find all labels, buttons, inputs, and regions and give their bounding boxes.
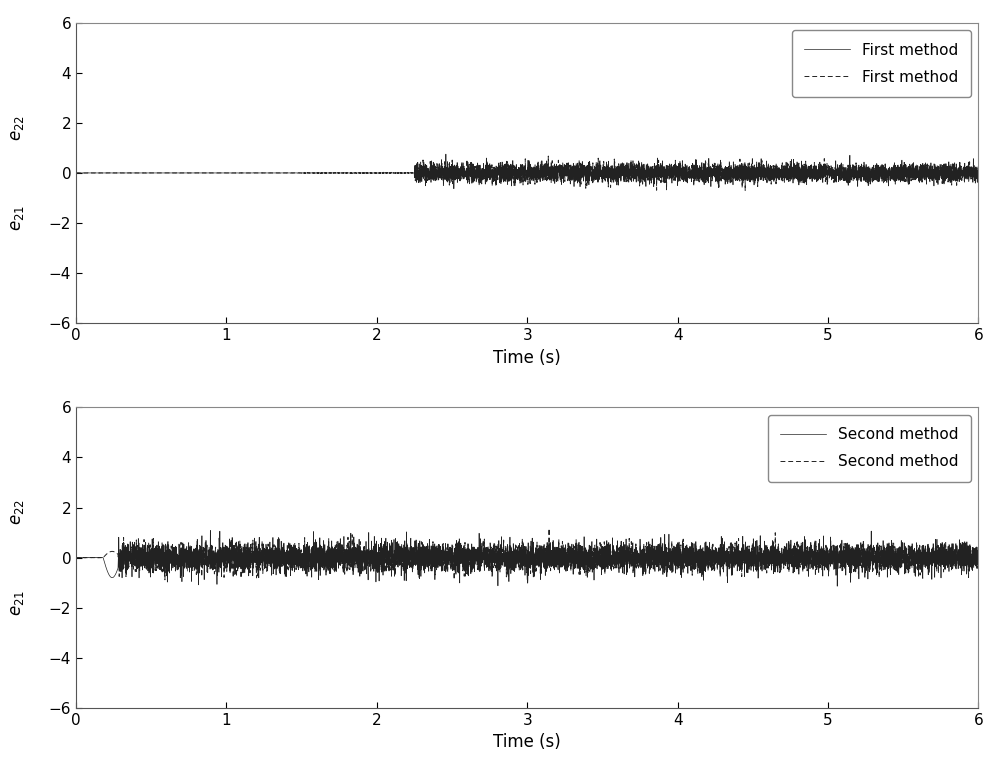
- First method: [960, 166, 972, 175]
- Text: $e_{21}$: $e_{21}$: [8, 590, 26, 616]
- Line: Second method: Second method: [76, 531, 978, 586]
- Second method: [70, 553, 82, 562]
- First method: [284, 168, 296, 177]
- First method: [448, 184, 460, 194]
- Second method: [960, 545, 972, 554]
- First method: [542, 151, 554, 161]
- Second method: [478, 555, 490, 564]
- Second method: [478, 562, 490, 571]
- First method: [739, 186, 751, 195]
- First method: [284, 168, 296, 177]
- Second method: [972, 558, 984, 567]
- Second method: [284, 554, 296, 563]
- Text: $e_{21}$: $e_{21}$: [8, 205, 26, 231]
- First method: [748, 161, 760, 170]
- First method: [972, 167, 984, 177]
- X-axis label: Time (s): Time (s): [493, 733, 561, 751]
- First method: [440, 150, 452, 159]
- First method: [867, 163, 879, 172]
- Second method: [867, 556, 879, 565]
- First method: [70, 168, 82, 177]
- Legend: First method, First method: First method, First method: [792, 30, 971, 97]
- First method: [81, 168, 93, 177]
- Second method: [748, 551, 760, 561]
- First method: [867, 167, 879, 176]
- First method: [960, 172, 972, 181]
- X-axis label: Time (s): Time (s): [493, 349, 561, 366]
- Line: First method: First method: [76, 154, 978, 189]
- Second method: [960, 550, 972, 559]
- Second method: [204, 526, 216, 535]
- First method: [748, 167, 760, 176]
- Legend: Second method, Second method: Second method, Second method: [768, 415, 971, 482]
- Text: $e_{22}$: $e_{22}$: [8, 500, 26, 525]
- First method: [81, 168, 93, 177]
- Second method: [81, 553, 93, 562]
- Second method: [831, 581, 843, 591]
- Second method: [972, 554, 984, 564]
- Second method: [70, 553, 82, 562]
- Second method: [159, 575, 171, 584]
- Second method: [748, 557, 760, 566]
- Second method: [543, 524, 555, 533]
- First method: [70, 168, 82, 177]
- Line: Second method: Second method: [76, 528, 978, 580]
- Second method: [867, 564, 879, 573]
- Second method: [284, 558, 296, 568]
- First method: [972, 171, 984, 180]
- Text: $e_{22}$: $e_{22}$: [8, 115, 26, 141]
- First method: [478, 170, 490, 179]
- First method: [478, 174, 490, 184]
- Second method: [81, 553, 93, 562]
- Line: First method: First method: [76, 156, 978, 190]
